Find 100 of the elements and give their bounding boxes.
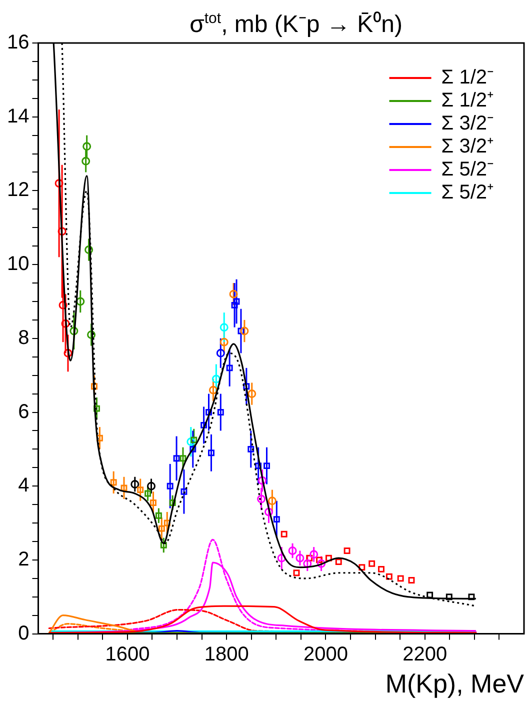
y-tick-label: 14 <box>6 105 30 128</box>
point <box>231 302 238 308</box>
point <box>317 559 326 568</box>
point <box>94 405 100 412</box>
point <box>217 409 224 416</box>
point <box>70 326 78 336</box>
point <box>306 554 313 562</box>
point <box>325 554 332 562</box>
point <box>233 298 240 305</box>
x-tick-label: 2200 <box>402 643 448 666</box>
point <box>206 409 212 416</box>
point <box>446 594 452 600</box>
chart-title: σ$^{tot}$, mb (K⁻p → K̄⁰n) <box>188 9 404 39</box>
point <box>268 496 276 506</box>
point <box>96 434 103 442</box>
point <box>344 547 350 554</box>
point <box>180 455 186 462</box>
point <box>158 525 165 532</box>
point <box>220 323 228 332</box>
point <box>258 476 267 485</box>
point <box>296 554 304 562</box>
point <box>58 300 68 310</box>
point <box>226 364 233 372</box>
point <box>243 383 250 390</box>
point <box>130 480 140 489</box>
point <box>190 436 198 444</box>
point <box>160 542 167 548</box>
point <box>378 566 384 572</box>
point <box>273 516 280 523</box>
point <box>147 482 156 490</box>
x-axis-title: M(Kp), MeV <box>385 668 525 699</box>
point <box>264 508 273 516</box>
y-tick-label: 8 <box>18 326 30 349</box>
y-tick-label: 10 <box>6 253 30 276</box>
y-tick-label: 4 <box>18 474 30 497</box>
point <box>87 330 96 339</box>
point <box>264 462 270 470</box>
point <box>61 319 70 328</box>
legend-label: Σ 3/2⁺ <box>441 136 494 158</box>
x-tick-label: 1600 <box>105 643 150 666</box>
y-tick-label: 2 <box>18 548 30 570</box>
point <box>426 592 434 598</box>
point <box>310 550 318 559</box>
point <box>84 246 94 254</box>
point <box>120 484 128 492</box>
point <box>316 556 323 564</box>
point <box>76 297 85 306</box>
point <box>155 512 162 519</box>
point <box>229 290 238 298</box>
point <box>82 156 90 166</box>
point <box>180 488 188 495</box>
legend-label: Σ 3/2⁻ <box>441 112 494 135</box>
point <box>169 499 176 506</box>
point <box>358 564 366 571</box>
point <box>248 390 256 398</box>
point <box>58 227 66 236</box>
point <box>164 520 170 526</box>
legend-label: Σ 5/2⁻ <box>441 158 494 181</box>
x-tick-label: 1800 <box>204 643 249 666</box>
y-tick-label: 0 <box>18 622 30 644</box>
point <box>335 558 342 566</box>
point <box>54 179 64 188</box>
y-tick-label: 12 <box>6 179 30 202</box>
point <box>277 554 286 562</box>
point <box>238 328 244 334</box>
point <box>166 482 174 490</box>
point <box>220 338 228 346</box>
point <box>82 142 92 151</box>
point <box>110 479 117 486</box>
point <box>386 573 392 580</box>
point <box>240 326 249 336</box>
point <box>216 348 225 358</box>
point <box>208 450 214 456</box>
x-tick-label: 2000 <box>303 643 348 666</box>
point <box>248 446 254 452</box>
point <box>468 594 475 600</box>
point <box>91 383 98 390</box>
y-tick-label: 16 <box>6 32 30 54</box>
point <box>288 546 297 555</box>
point <box>293 570 300 576</box>
point <box>200 422 208 428</box>
point <box>173 455 180 462</box>
point <box>397 575 404 582</box>
point <box>137 486 144 494</box>
point <box>368 560 376 567</box>
point <box>257 494 266 504</box>
point <box>212 374 220 384</box>
point <box>208 386 218 394</box>
point <box>408 577 415 584</box>
point <box>64 348 72 358</box>
point <box>303 559 312 568</box>
point <box>255 462 262 470</box>
point <box>186 438 196 446</box>
legend-label: Σ 1/2⁻ <box>441 66 494 89</box>
point <box>150 499 156 506</box>
point <box>190 446 196 452</box>
point <box>280 530 288 538</box>
legend-label: Σ 5/2⁺ <box>441 182 494 204</box>
point <box>144 490 152 497</box>
y-tick-label: 6 <box>18 400 30 423</box>
